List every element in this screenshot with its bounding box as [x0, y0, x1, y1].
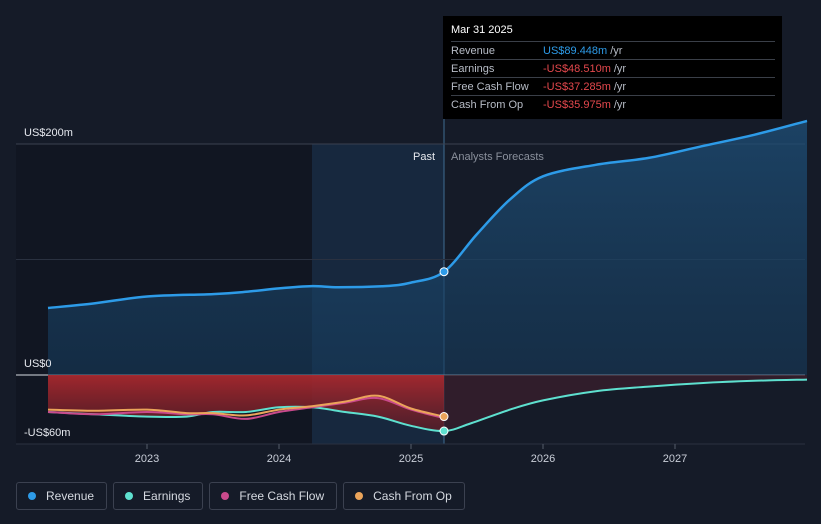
x-tick-label: 2025 [399, 453, 423, 465]
legend-dot-icon [355, 492, 364, 500]
marker-earnings [439, 426, 449, 436]
tooltip-row: Cash From Op -US$35.975m/yr [451, 95, 775, 113]
past-label: Past [413, 151, 435, 163]
tooltip-row: Earnings -US$48.510m/yr [451, 59, 775, 77]
tooltip-rows: Revenue US$89.448m/yr Earnings -US$48.510m /… [451, 41, 775, 113]
y-label-top: US$200m [24, 127, 73, 139]
tooltip-row-name: Revenue [451, 44, 496, 57]
legend-dot-icon [221, 492, 230, 500]
tooltip-row-name: Free Cash Flow [451, 80, 529, 93]
tooltip-row-value: -US$37.285m [543, 80, 611, 93]
legend-dot-icon [28, 492, 36, 500]
x-tick-label: 2026 [531, 453, 555, 465]
legend-item-revenue[interactable]: Revenue [16, 482, 108, 510]
marker-cash-from-op [439, 412, 449, 422]
earnings-area-forecast [444, 375, 807, 431]
y-label-bottom: -US$60m [24, 427, 70, 439]
tooltip-row-value: US$89.448m [543, 44, 608, 57]
series-line-free-cash-flow [47, 396, 445, 420]
x-tick-label: 2024 [267, 453, 291, 465]
legend-item-cash-from-op[interactable]: Cash From Op [343, 482, 465, 510]
x-tick-label: 2023 [135, 453, 159, 465]
legend-dot-icon [125, 492, 134, 500]
series-line-earnings [47, 378, 808, 433]
tooltip-row: Free Cash Flow -US$37.285m/yr [451, 77, 775, 95]
series-line-cash-from-op [47, 394, 445, 418]
legend-label: Free Cash Flow [239, 489, 325, 503]
tooltip-row-name: Earnings [451, 62, 495, 75]
chart-labels: US$200m US$0 -US$60m Past Analysts Forec… [24, 127, 544, 439]
tooltip-row: Revenue US$89.448m/yr [451, 41, 775, 59]
x-tick-label: 2027 [663, 453, 687, 465]
tooltip-row-name: Cash From Op [451, 98, 524, 111]
tooltip-row-unit: /yr [610, 44, 623, 57]
revenue-area [48, 120, 807, 376]
series-line-revenue [47, 119, 808, 310]
tooltip-row-value: -US$48.510m [543, 62, 611, 75]
legend-item-free-cash-flow[interactable]: Free Cash Flow [209, 482, 338, 510]
marker-revenue [439, 267, 449, 277]
tooltip-row-unit: /yr [613, 80, 627, 93]
legend-label: Earnings [143, 489, 191, 503]
earnings-area-past [48, 375, 444, 432]
tooltip: Mar 31 2025 Revenue US$89.448m/yr Earnings… [443, 16, 782, 119]
y-label-zero: US$0 [24, 358, 52, 370]
legend-label: Revenue [46, 489, 95, 503]
series-lines [47, 119, 808, 433]
tooltip-row-unit: /yr [613, 98, 627, 111]
forecast-label: Analysts Forecasts [451, 151, 544, 163]
highlight-markers [439, 267, 449, 436]
legend-item-earnings[interactable]: Earnings [113, 482, 204, 510]
area-fills [48, 120, 807, 432]
tooltip-date: Mar 31 2025 [451, 24, 513, 36]
tooltip-row-unit: /yr [613, 62, 627, 75]
tooltip-row-value: -US$35.975m [543, 98, 611, 111]
legend: Revenue Earnings Free Cash Flow Cash From O… [16, 482, 465, 510]
x-axis-ticks: 2023 2024 2025 2026 2027 [135, 444, 687, 465]
legend-label: Cash From Op [373, 489, 452, 503]
